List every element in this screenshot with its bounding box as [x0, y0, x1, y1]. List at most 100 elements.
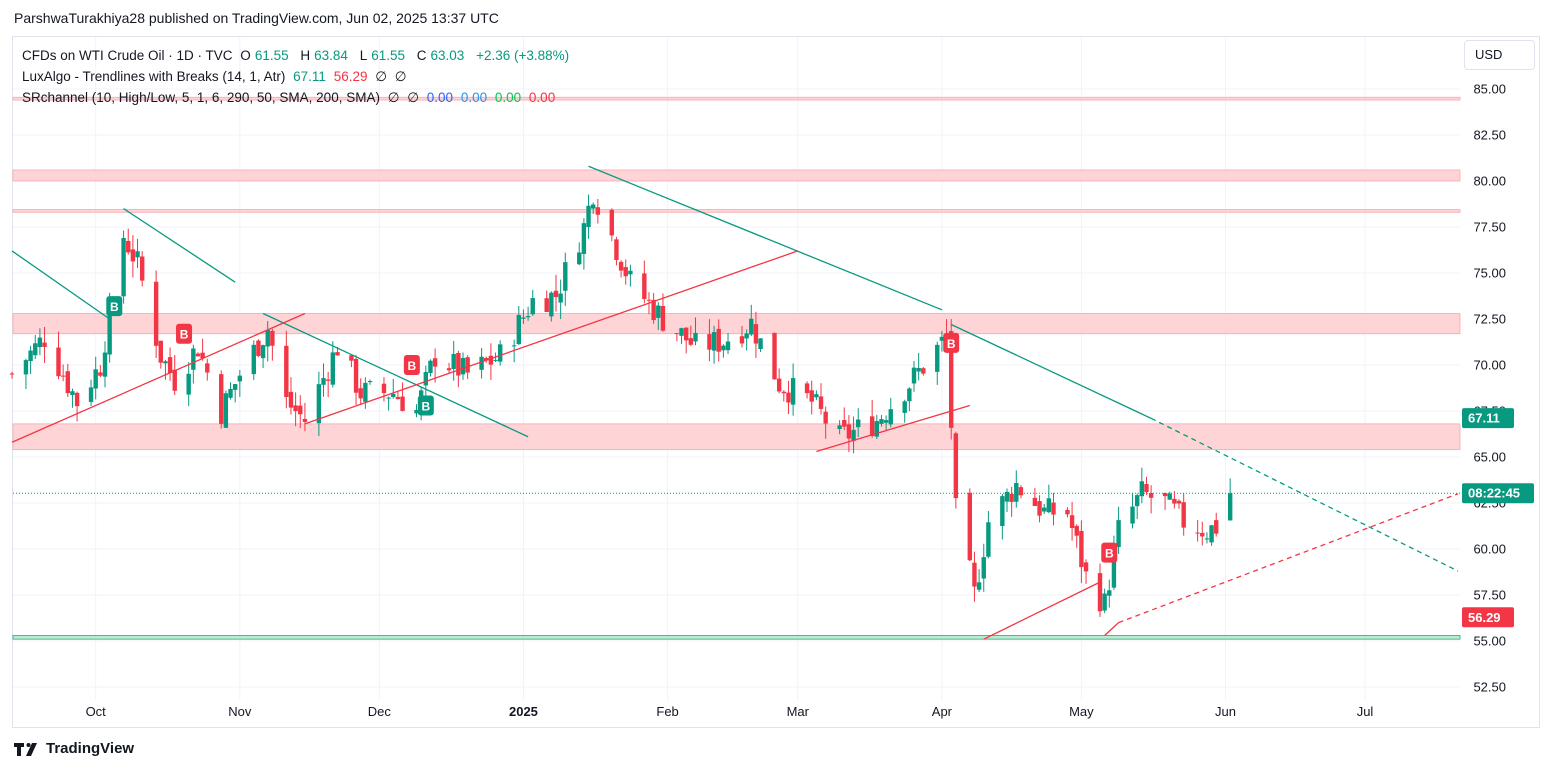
candle-body [549, 292, 554, 317]
candle-body [1204, 538, 1210, 540]
candle-body [642, 273, 647, 300]
candle-body [251, 344, 256, 375]
break-marker: B [417, 395, 434, 416]
trendline [11, 312, 306, 443]
candle-body [70, 391, 75, 395]
candle [1148, 485, 1154, 514]
candle-body [544, 298, 549, 313]
candle [37, 328, 43, 356]
candle [237, 370, 243, 397]
legend-main-row[interactable]: CFDs on WTI Crude Oil · 1D · TVC O 61.55 … [22, 45, 573, 66]
break-marker-label: B [408, 359, 417, 373]
candle [497, 340, 503, 366]
candle [1004, 488, 1010, 512]
candle [1172, 491, 1177, 509]
break-marker-box [1101, 542, 1118, 563]
candle [1195, 519, 1200, 542]
candle [298, 395, 303, 429]
candle [386, 396, 391, 411]
candle-body [428, 360, 433, 373]
candle [809, 380, 814, 415]
candle [549, 291, 554, 322]
candle-body [102, 352, 108, 377]
candle-body [837, 425, 842, 429]
candle [986, 511, 991, 559]
candle [1181, 493, 1186, 536]
candle [739, 325, 745, 348]
brand-label: TradingView [46, 740, 135, 757]
candle-body [614, 239, 619, 261]
candle-body [358, 388, 363, 399]
candle [1069, 501, 1075, 541]
candle-body [721, 345, 726, 351]
candle-body [558, 293, 563, 303]
candle-body [74, 392, 80, 407]
candle-body [902, 401, 907, 413]
trendline [11, 250, 111, 320]
candle [818, 383, 824, 415]
tradingview-logo-icon [14, 742, 37, 756]
legend-luxalgo-row[interactable]: LuxAlgo - Trendlines with Breaks (14, 1,… [22, 66, 573, 87]
candle-body [707, 334, 712, 350]
trendline-extension [1150, 417, 1459, 572]
y-tick-label: 65.00 [1473, 450, 1506, 465]
candle-body [1195, 532, 1200, 534]
candle [1130, 492, 1135, 529]
candle-body [521, 317, 526, 319]
srchannel-value-4: 0.00 [460, 90, 488, 105]
candle-body [1172, 498, 1177, 504]
candle [186, 362, 191, 407]
candle [1065, 507, 1070, 518]
candle [191, 344, 196, 384]
candle [916, 352, 921, 381]
srchannel-label[interactable]: SRchannel (10, High/Low, 5, 1, 6, 290, 5… [22, 90, 380, 105]
x-tick-label: Jun [1215, 704, 1236, 719]
candle-body [28, 350, 33, 362]
candle [423, 365, 429, 402]
candle-body [93, 369, 98, 389]
y-tick-label: 77.50 [1473, 220, 1506, 235]
candle-body [1144, 484, 1149, 493]
candle [921, 367, 926, 376]
candle [93, 356, 98, 400]
trendline [983, 581, 1101, 640]
candle-body [219, 374, 224, 424]
candle-body [1200, 532, 1205, 537]
candle-body [232, 384, 238, 390]
currency-button[interactable]: USD [1464, 40, 1535, 70]
candle-body [525, 316, 531, 318]
candle [153, 270, 159, 358]
candle [172, 354, 177, 396]
candle-body [223, 393, 229, 428]
break-marker: B [176, 323, 193, 344]
candle [1097, 563, 1103, 617]
trendline [950, 323, 1152, 419]
candle [316, 371, 322, 437]
published-line: ParshwaTurakhiya28 published on TradingV… [14, 10, 499, 26]
legend-srchannel-row[interactable]: SRchannel (10, High/Low, 5, 1, 6, 290, 5… [22, 87, 573, 108]
candle-body [869, 416, 875, 436]
candle [1018, 485, 1024, 499]
candle-body [1037, 501, 1042, 516]
candle-body [1069, 515, 1075, 529]
candle-body [363, 382, 368, 402]
tradingview-brand[interactable]: TradingView [14, 740, 134, 757]
candle-body [121, 238, 126, 297]
candle-body [716, 328, 721, 352]
candle [883, 415, 889, 431]
low-value: 61.55 [371, 48, 405, 63]
candle-body [1176, 500, 1182, 504]
candle-body [191, 348, 196, 370]
symbol-label[interactable]: CFDs on WTI Crude Oil · 1D · TVC [22, 48, 233, 63]
candle-body [1018, 487, 1024, 496]
price-label: 67.11 [1462, 408, 1514, 429]
price-label: 08:22:45 [1462, 483, 1534, 504]
candle [563, 252, 568, 306]
price-label-text: 56.29 [1468, 610, 1501, 625]
candle-body [1046, 498, 1052, 513]
luxalgo-label[interactable]: LuxAlgo - Trendlines with Breaks (14, 1,… [22, 69, 286, 84]
candle [428, 359, 433, 377]
close-key: C [416, 48, 427, 63]
candle [28, 345, 33, 375]
